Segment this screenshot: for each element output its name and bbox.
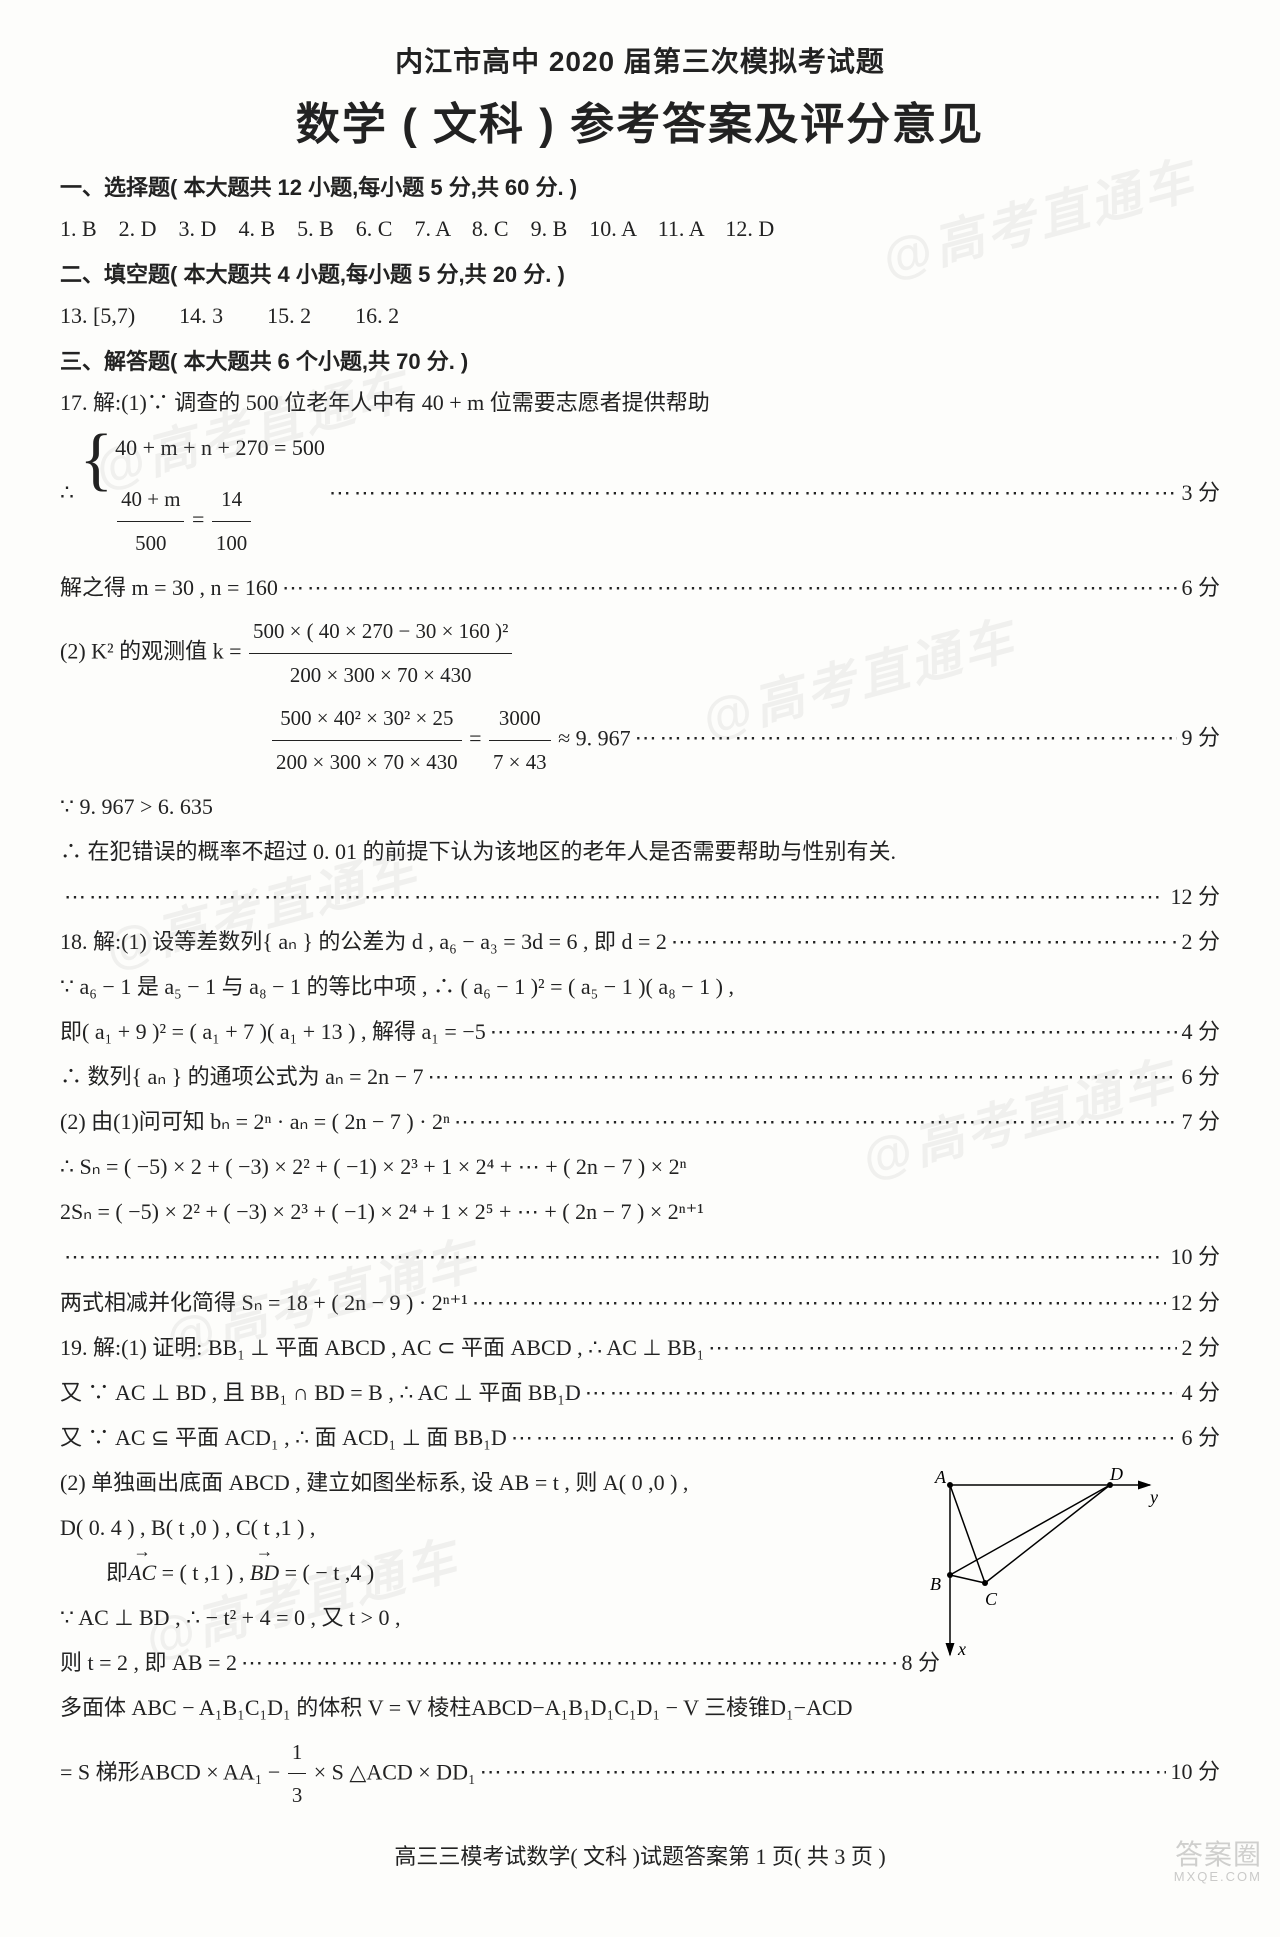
q17-pts9: 9 分 [1181,715,1220,760]
q17-k2-den2: 200 × 300 × 70 × 430 [272,741,462,784]
q17-sys-bot-den: 500 [117,522,184,565]
q18-l2: ∵ a₆ − 1 是 a₅ − 1 与 a₈ − 1 的等比中项 , ∴ ( a… [60,964,1220,1009]
dots: ⋯⋯⋯⋯⋯⋯⋯⋯⋯⋯⋯⋯⋯⋯⋯⋯⋯⋯⋯⋯⋯⋯⋯⋯⋯⋯⋯⋯⋯⋯⋯⋯⋯⋯⋯⋯⋯⋯⋯⋯… [241,1640,897,1685]
q19-l10-num: 1 [288,1731,306,1775]
diag-x: x [957,1639,966,1659]
q18-l5-text: (2) 由(1)问可知 bₙ = 2ⁿ · aₙ = ( 2n − 7 ) · … [60,1099,450,1144]
dots: ⋯⋯⋯⋯⋯⋯⋯⋯⋯⋯⋯⋯⋯⋯⋯⋯⋯⋯⋯⋯⋯⋯⋯⋯⋯⋯⋯⋯⋯⋯⋯⋯⋯⋯⋯⋯⋯⋯⋯⋯… [585,1370,1178,1415]
diag-B: B [930,1574,941,1594]
q17-k2-num1: 500 × ( 40 × 270 − 30 × 160 )² [249,610,512,654]
q19-pts4: 4 分 [1181,1370,1220,1415]
q17-conc: ∴ 在犯错误的概率不超过 0. 01 的前提下认为该地区的老年人是否需要帮助与性… [60,829,1220,874]
q18-pts4: 4 分 [1181,1009,1220,1054]
q17-pts3: 3 分 [1181,470,1220,515]
q17-sys-top: 40 + m + n + 270 = 500 [115,425,325,470]
q19-l1: 19. 解:(1) 证明: BB₁ ⊥ 平面 ABCD , AC ⊂ 平面 AB… [60,1325,1220,1370]
diag-D: D [1109,1465,1123,1484]
q19-l6b: = ( t ,1 ) , [156,1560,250,1585]
q18-pts6: 6 分 [1181,1054,1220,1099]
q18-l1: 18. 解:(1) 设等差数列{ aₙ } 的公差为 d , a₆ − a₃ =… [60,919,1220,964]
q17-k2-num3: 3000 [489,697,551,741]
diag-A: A [934,1467,947,1487]
q17-k2-label: (2) K² 的观测值 k = [60,639,247,664]
q18-pts12: 12 分 [1170,1280,1220,1325]
q19-l10-den: 3 [288,1774,306,1817]
dots: ⋯⋯⋯⋯⋯⋯⋯⋯⋯⋯⋯⋯⋯⋯⋯⋯⋯⋯⋯⋯⋯⋯⋯⋯⋯⋯⋯⋯⋯⋯⋯⋯⋯⋯⋯⋯⋯⋯⋯⋯… [282,565,1178,610]
q17-pts12: 12 分 [1170,874,1220,919]
q19-l2: 又 ∵ AC ⊥ BD , 且 BB₁ ∩ BD = B , ∴ AC ⊥ 平面… [60,1370,1220,1415]
q18-l7: 2Sₙ = ( −5) × 2² + ( −3) × 2³ + ( −1) × … [60,1189,1220,1234]
q18-pts2: 2 分 [1181,919,1220,964]
q17-k2-line2: 500 × 40² × 30² × 25 200 × 300 × 70 × 43… [60,697,1220,784]
dots: ⋯⋯⋯⋯⋯⋯⋯⋯⋯⋯⋯⋯⋯⋯⋯⋯⋯⋯⋯⋯⋯⋯⋯⋯⋯⋯⋯⋯⋯⋯⋯⋯⋯⋯⋯⋯⋯⋯⋯⋯… [708,1325,1177,1370]
diag-C: C [985,1589,998,1609]
q17-line1: 17. 解:(1)∵ 调查的 500 位老年人中有 40 + m 位需要志愿者提… [60,380,1220,425]
q18-l5: (2) 由(1)问可知 bₙ = 2ⁿ · aₙ = ( 2n − 7 ) · … [60,1099,1220,1144]
q19-pts2: 2 分 [1181,1325,1220,1370]
dots: ⋯⋯⋯⋯⋯⋯⋯⋯⋯⋯⋯⋯⋯⋯⋯⋯⋯⋯⋯⋯⋯⋯⋯⋯⋯⋯⋯⋯⋯⋯⋯⋯⋯⋯⋯⋯⋯⋯⋯⋯… [329,470,1178,515]
q19-l10b: × S △ACD × DD₁ [314,1759,476,1784]
q17-k2-line1: (2) K² 的观测值 k = 500 × ( 40 × 270 − 30 × … [60,610,1220,697]
q17-k2-val: ≈ 9. 967 [558,725,631,750]
exam-header-line1: 内江市高中 2020 届第三次模拟考试题 [60,40,1220,80]
q18-l3: 即( a₁ + 9 )² = ( a₁ + 7 )( a₁ + 13 ) , 解… [60,1009,1220,1054]
page-footer: 高三三模考试数学( 文科 )试题答案第 1 页( 共 3 页 ) [60,1839,1220,1871]
q19-l3: 又 ∵ AC ⊆ 平面 ACD₁ , ∴ 面 ACD₁ ⊥ 面 BB₁D ⋯⋯⋯… [60,1415,1220,1460]
q18-l4: ∴ 数列{ aₙ } 的通项公式为 aₙ = 2n − 7 ⋯⋯⋯⋯⋯⋯⋯⋯⋯⋯… [60,1054,1220,1099]
q18-l4-text: ∴ 数列{ aₙ } 的通项公式为 aₙ = 2n − 7 [60,1054,424,1099]
q18-l8: 两式相减并化简得 Sₙ = 18 + ( 2n − 9 ) · 2ⁿ⁺¹ ⋯⋯⋯… [60,1280,1220,1325]
dots: ⋯⋯⋯⋯⋯⋯⋯⋯⋯⋯⋯⋯⋯⋯⋯⋯⋯⋯⋯⋯⋯⋯⋯⋯⋯⋯⋯⋯⋯⋯⋯⋯⋯⋯⋯⋯⋯⋯⋯⋯… [64,874,1166,919]
q18-pts10-row: ⋯⋯⋯⋯⋯⋯⋯⋯⋯⋯⋯⋯⋯⋯⋯⋯⋯⋯⋯⋯⋯⋯⋯⋯⋯⋯⋯⋯⋯⋯⋯⋯⋯⋯⋯⋯⋯⋯⋯⋯… [60,1234,1220,1279]
q18-l8-text: 两式相减并化简得 Sₙ = 18 + ( 2n − 9 ) · 2ⁿ⁺¹ [60,1280,468,1325]
section-1-head: 一、选择题( 本大题共 12 小题,每小题 5 分,共 60 分. ) [60,170,1220,202]
q17-cmp: ∵ 9. 967 > 6. 635 [60,784,1220,829]
q17-solve: 解之得 m = 30 , n = 160 ⋯⋯⋯⋯⋯⋯⋯⋯⋯⋯⋯⋯⋯⋯⋯⋯⋯⋯⋯… [60,565,1220,610]
exam-header-line2: 数学 ( 文科 ) 参考答案及评分意见 [60,88,1220,152]
q19-l6c: = ( − t ,4 ) [279,1560,374,1585]
corner-sub: MXQE.COM [1174,1870,1262,1884]
q17-sys-rhs-num: 14 [212,478,251,522]
q17-k2-num2: 500 × 40² × 30² × 25 [272,697,462,741]
section-2-head: 二、填空题( 本大题共 4 小题,每小题 5 分,共 20 分. ) [60,257,1220,289]
q19-l8-text: 则 t = 2 , 即 AB = 2 [60,1640,237,1685]
dots: ⋯⋯⋯⋯⋯⋯⋯⋯⋯⋯⋯⋯⋯⋯⋯⋯⋯⋯⋯⋯⋯⋯⋯⋯⋯⋯⋯⋯⋯⋯⋯⋯⋯⋯⋯⋯⋯⋯⋯⋯… [454,1099,1177,1144]
q17-solve-text: 解之得 m = 30 , n = 160 [60,565,278,610]
section-1-answers: 1. B 2. D 3. D 4. B 5. B 6. C 7. A 8. C … [60,206,1220,251]
q19-l3-text: 又 ∵ AC ⊆ 平面 ACD₁ , ∴ 面 ACD₁ ⊥ 面 BB₁D [60,1415,507,1460]
dots: ⋯⋯⋯⋯⋯⋯⋯⋯⋯⋯⋯⋯⋯⋯⋯⋯⋯⋯⋯⋯⋯⋯⋯⋯⋯⋯⋯⋯⋯⋯⋯⋯⋯⋯⋯⋯⋯⋯⋯⋯… [671,919,1178,964]
dots: ⋯⋯⋯⋯⋯⋯⋯⋯⋯⋯⋯⋯⋯⋯⋯⋯⋯⋯⋯⋯⋯⋯⋯⋯⋯⋯⋯⋯⋯⋯⋯⋯⋯⋯⋯⋯⋯⋯⋯⋯… [511,1415,1178,1460]
q19-l9: 多面体 ABC − A₁B₁C₁D₁ 的体积 V = V 棱柱ABCD−A₁B₁… [60,1685,1220,1730]
q19-pts10: 10 分 [1170,1749,1220,1794]
dots: ⋯⋯⋯⋯⋯⋯⋯⋯⋯⋯⋯⋯⋯⋯⋯⋯⋯⋯⋯⋯⋯⋯⋯⋯⋯⋯⋯⋯⋯⋯⋯⋯⋯⋯⋯⋯⋯⋯⋯⋯… [472,1280,1167,1325]
section-2-answers: 13. [5,7) 14. 3 15. 2 16. 2 [60,293,1220,338]
q17-sys-rhs-den: 100 [212,522,251,565]
geometry-diagram: A D B C y x [910,1465,1160,1665]
q19-l1-text: 19. 解:(1) 证明: BB₁ ⊥ 平面 ABCD , AC ⊂ 平面 AB… [60,1325,704,1370]
q18-l3-text: 即( a₁ + 9 )² = ( a₁ + 7 )( a₁ + 13 ) , 解… [60,1009,486,1054]
q19-l2-text: 又 ∵ AC ⊥ BD , 且 BB₁ ∩ BD = B , ∴ AC ⊥ 平面… [60,1370,581,1415]
q17-k2-den3: 7 × 43 [489,741,551,784]
q18-l1-text: 18. 解:(1) 设等差数列{ aₙ } 的公差为 d , a₆ − a₃ =… [60,919,667,964]
dots: ⋯⋯⋯⋯⋯⋯⋯⋯⋯⋯⋯⋯⋯⋯⋯⋯⋯⋯⋯⋯⋯⋯⋯⋯⋯⋯⋯⋯⋯⋯⋯⋯⋯⋯⋯⋯⋯⋯⋯⋯… [635,715,1178,760]
q17-k2-den1: 200 × 300 × 70 × 430 [249,654,512,697]
q17-sys-bot-num: 40 + m [117,478,184,522]
q19-l10: = S 梯形ABCD × AA₁ − 13 × S △ACD × DD₁ ⋯⋯⋯… [60,1731,1220,1818]
q19-pts6: 6 分 [1181,1415,1220,1460]
dots: ⋯⋯⋯⋯⋯⋯⋯⋯⋯⋯⋯⋯⋯⋯⋯⋯⋯⋯⋯⋯⋯⋯⋯⋯⋯⋯⋯⋯⋯⋯⋯⋯⋯⋯⋯⋯⋯⋯⋯⋯… [428,1054,1178,1099]
dots: ⋯⋯⋯⋯⋯⋯⋯⋯⋯⋯⋯⋯⋯⋯⋯⋯⋯⋯⋯⋯⋯⋯⋯⋯⋯⋯⋯⋯⋯⋯⋯⋯⋯⋯⋯⋯⋯⋯⋯⋯… [490,1009,1178,1054]
dots: ⋯⋯⋯⋯⋯⋯⋯⋯⋯⋯⋯⋯⋯⋯⋯⋯⋯⋯⋯⋯⋯⋯⋯⋯⋯⋯⋯⋯⋯⋯⋯⋯⋯⋯⋯⋯⋯⋯⋯⋯… [480,1749,1167,1794]
q18-pts10: 10 分 [1170,1234,1220,1279]
q18-pts7: 7 分 [1181,1099,1220,1144]
q19-l6a: 即 [106,1560,128,1585]
diag-y: y [1148,1487,1158,1507]
section-3-head: 三、解答题( 本大题共 6 个小题,共 70 分. ) [60,344,1220,376]
q19-l10a: = S 梯形ABCD × AA₁ − [60,1759,286,1784]
q18-l6: ∴ Sₙ = ( −5) × 2 + ( −3) × 2² + ( −1) × … [60,1144,1220,1189]
q17-system: ∴ { 40 + m + n + 270 = 500 40 + m500 = 1… [60,425,1220,565]
q17-pts12-row: ⋯⋯⋯⋯⋯⋯⋯⋯⋯⋯⋯⋯⋯⋯⋯⋯⋯⋯⋯⋯⋯⋯⋯⋯⋯⋯⋯⋯⋯⋯⋯⋯⋯⋯⋯⋯⋯⋯⋯⋯… [60,874,1220,919]
q17-pts6: 6 分 [1181,565,1220,610]
dots: ⋯⋯⋯⋯⋯⋯⋯⋯⋯⋯⋯⋯⋯⋯⋯⋯⋯⋯⋯⋯⋯⋯⋯⋯⋯⋯⋯⋯⋯⋯⋯⋯⋯⋯⋯⋯⋯⋯⋯⋯… [64,1234,1166,1279]
